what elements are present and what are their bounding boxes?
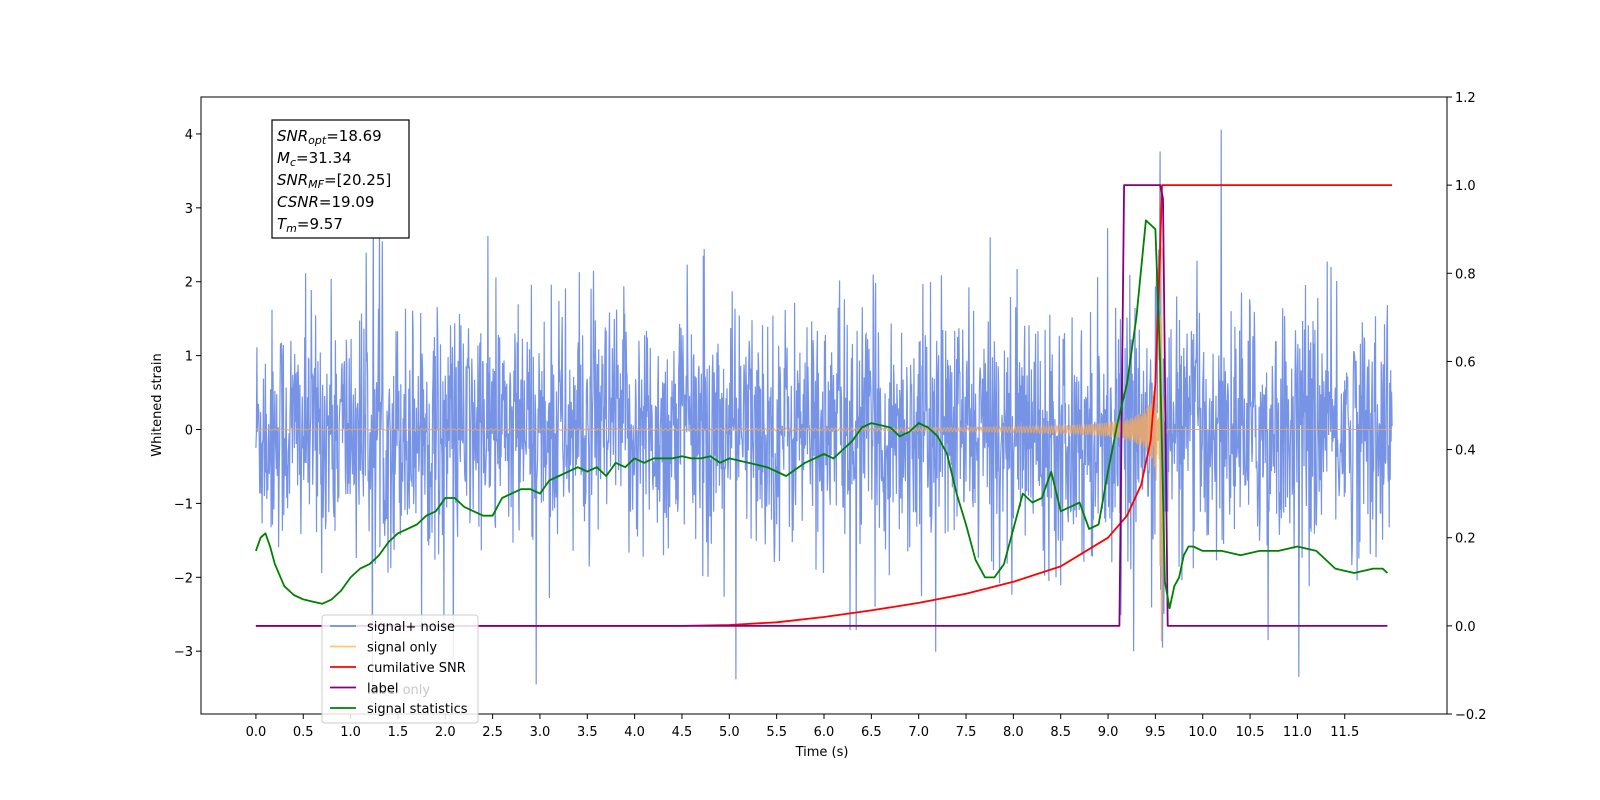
- annotation-subscript: c: [290, 156, 296, 169]
- x-tick-label: 1.0: [340, 725, 361, 740]
- annotation-symbol: SNR: [277, 127, 308, 145]
- legend-label: cumilative SNR: [367, 661, 466, 676]
- y-right-tick-label: 1.0: [1455, 179, 1476, 194]
- y-left-tick-label: 4: [185, 128, 193, 143]
- annotation-value: =9.57: [297, 215, 343, 233]
- series-layer: [255, 129, 1393, 685]
- x-tick-label: 10.0: [1188, 725, 1217, 740]
- y-right-tick-label: 1.2: [1455, 91, 1476, 106]
- annotation-box: SNRopt=18.69Mc=31.34SNRMF=[20.25]CSNR=19…: [271, 119, 410, 239]
- y-right-tick-label: −0.2: [1455, 708, 1487, 723]
- x-tick-label: 2.0: [435, 725, 456, 740]
- legend-label: label: [367, 682, 398, 697]
- x-tick-label: 3.5: [577, 725, 598, 740]
- annotation-symbol: SNR: [277, 171, 308, 189]
- series-cumilative-snr: [255, 184, 1393, 627]
- x-tick-label: 7.5: [956, 725, 977, 740]
- y-right-tick-label: 0.4: [1455, 444, 1476, 459]
- y-left-tick-label: −1: [174, 497, 193, 512]
- x-axis: 0.0 0.5 1.0 1.5 2.0 2.5 3.0 3.5 4.0 4.5 5.0 5.5 6.0 6…: [246, 714, 1359, 740]
- x-tick-label: 6.0: [814, 725, 835, 740]
- annotation-subscript: opt: [308, 134, 327, 147]
- annotation-symbol: M: [277, 149, 290, 167]
- y-left-tick-label: 1: [185, 350, 193, 365]
- legend-overlap-text: label only: [367, 683, 430, 698]
- annotation-line: CSNR=19.09: [277, 193, 374, 211]
- x-tick-label: 5.5: [766, 725, 787, 740]
- series-signal-noise: [255, 129, 1393, 685]
- legend-label: signal+ noise: [367, 620, 455, 635]
- x-tick-label: 5.0: [719, 725, 740, 740]
- y-right-tick-label: 0.0: [1455, 620, 1476, 635]
- y-left-tick-label: 3: [185, 202, 193, 217]
- annotation-line: Mc=31.34: [277, 149, 352, 169]
- x-tick-label: 6.5: [861, 725, 882, 740]
- x-tick-label: 7.0: [908, 725, 929, 740]
- x-tick-label: 8.5: [1050, 725, 1071, 740]
- x-tick-label: 8.0: [1003, 725, 1024, 740]
- annotation-line: SNRMF=[20.25]: [277, 171, 391, 191]
- x-tick-label: 0.5: [293, 725, 314, 740]
- x-tick-label: 11.5: [1330, 725, 1359, 740]
- y-axis-left: 4 3 2 1 0 −1 −2 −3: [174, 128, 201, 660]
- annotation-value: =31.34: [296, 149, 352, 167]
- legend-label: signal statistics: [367, 702, 468, 717]
- series-signal-only: [255, 247, 1393, 642]
- x-tick-label: 11.0: [1283, 725, 1312, 740]
- legend: label only signal+ noise signal only cumil…: [321, 614, 479, 724]
- x-tick-label: 4.0: [624, 725, 645, 740]
- annotation-value: =19.09: [319, 193, 375, 211]
- annotation-value: =18.69: [326, 127, 382, 145]
- annotation-subscript: MF: [308, 178, 324, 191]
- annotation-symbol: CSNR: [277, 193, 319, 211]
- annotation-value: =[20.25]: [324, 171, 391, 189]
- y-right-tick-label: 0.6: [1455, 355, 1476, 370]
- y-axis-title-left: Whitened strain: [150, 353, 165, 456]
- legend-label: signal only: [367, 641, 437, 656]
- x-tick-label: 3.0: [530, 725, 551, 740]
- y-right-tick-label: 0.8: [1455, 267, 1476, 282]
- y-left-tick-label: −3: [174, 645, 193, 660]
- y-left-tick-label: 2: [185, 276, 193, 291]
- annotation-symbol: T: [277, 215, 288, 233]
- x-axis-title: Time (s): [795, 745, 849, 760]
- x-tick-label: 0.0: [246, 725, 267, 740]
- x-tick-label: 9.5: [1145, 725, 1166, 740]
- x-tick-label: 1.5: [388, 725, 409, 740]
- y-right-tick-label: 0.2: [1455, 532, 1476, 547]
- annotation-line: SNRopt=18.69: [277, 127, 382, 147]
- y-left-tick-label: 0: [185, 424, 193, 439]
- x-tick-label: 9.0: [1098, 725, 1119, 740]
- x-tick-label: 10.5: [1236, 725, 1265, 740]
- x-tick-label: 2.5: [482, 725, 503, 740]
- x-tick-label: 4.5: [672, 725, 693, 740]
- y-left-tick-label: −2: [174, 571, 193, 586]
- series-label: [255, 184, 1388, 627]
- annotation-subscript: m: [286, 222, 297, 235]
- annotation-line: Tm=9.57: [277, 215, 343, 235]
- series-signal-statistics: [255, 219, 1389, 610]
- y-axis-right: 1.2 1.0 0.8 0.6 0.4 0.2 0.0 −0.2: [1447, 91, 1487, 723]
